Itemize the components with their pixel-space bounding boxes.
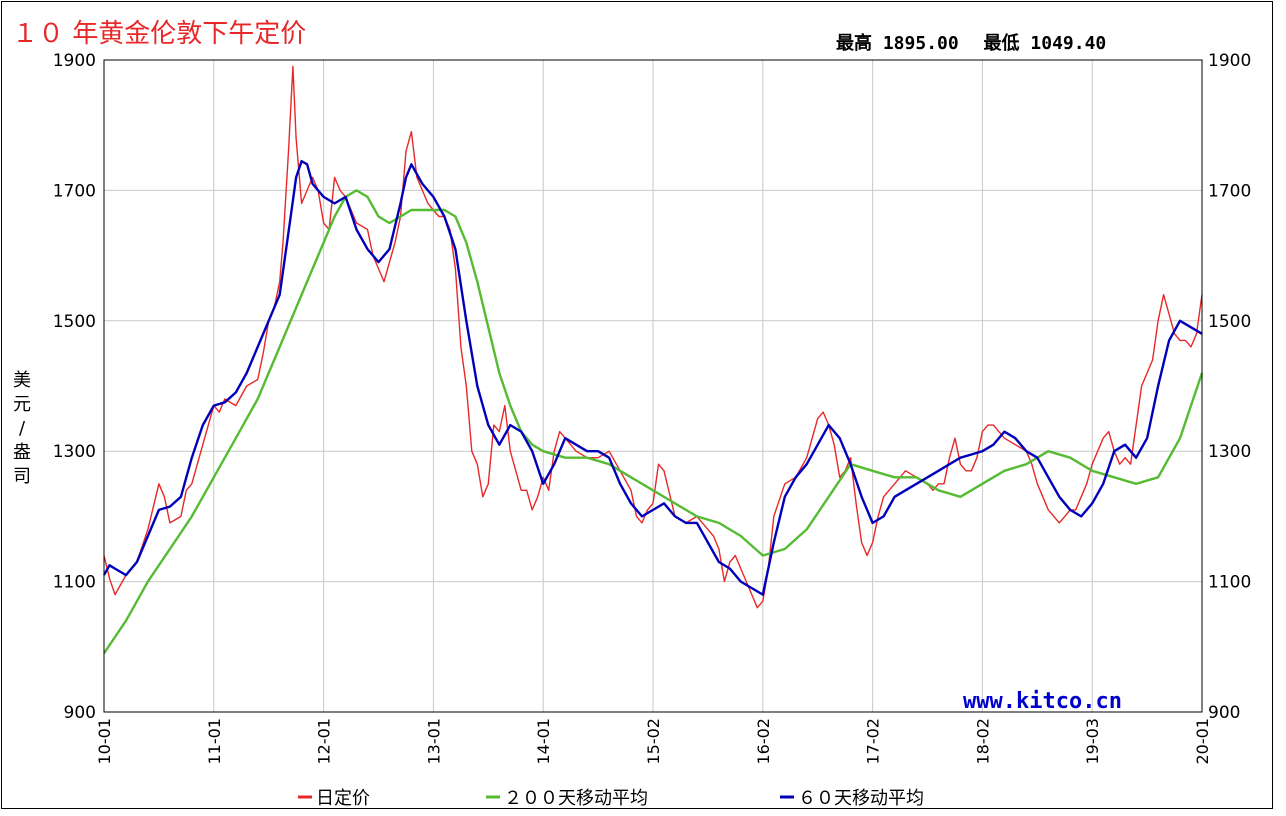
x-axis: 10-01 11-01 12-01 13-01 14-01 15-02 16-02 17-02… <box>95 718 1212 765</box>
legend-label: ６０天移动平均 <box>798 788 924 809</box>
y-tick-label-right: 1500 <box>1208 312 1251 332</box>
chart-title: １０ 年黄金伦敦下午定价 <box>12 19 306 49</box>
x-tick-label: 18-02 <box>973 718 992 765</box>
legend-label: ２００天移动平均 <box>504 788 648 809</box>
y-axis-right: 1900 1700 1500 1300 1100 900 <box>1208 51 1251 723</box>
y-tick-label-right: 1700 <box>1208 181 1251 201</box>
watermark: www.kitco.cn <box>963 689 1122 714</box>
y-axis-label-char: / <box>19 418 26 439</box>
grid-lines <box>103 59 1203 713</box>
plot-area-border <box>103 59 1203 713</box>
high-value: 1895.00 <box>883 33 959 54</box>
legend: 日定价 ２００天移动平均 ６０天移动平均 <box>298 788 924 809</box>
y-tick-label-left: 1500 <box>53 312 96 332</box>
low-label: 最低 <box>984 32 1020 54</box>
high-label: 最高 <box>836 32 872 54</box>
y-tick-label-right: 1100 <box>1208 573 1251 593</box>
y-tick-label-right: 1300 <box>1208 442 1251 462</box>
series-line-daily <box>103 65 1203 609</box>
x-tick-label: 11-01 <box>205 718 224 765</box>
y-tick-label-left: 1100 <box>53 573 96 593</box>
series-line-ma60 <box>102 159 1203 596</box>
y-tick-label-right: 1900 <box>1208 51 1251 71</box>
y-axis-label-char: 司 <box>13 466 31 487</box>
y-tick-label-left: 900 <box>64 703 96 723</box>
x-tick-label: 19-03 <box>1083 718 1102 765</box>
series-layer <box>102 65 1204 654</box>
series-line-ma200 <box>103 189 1204 654</box>
y-axis-label-char: 盎 <box>13 442 31 463</box>
x-tick-label: 17-02 <box>864 718 883 765</box>
x-tick-label: 15-02 <box>644 718 663 765</box>
y-tick-label-left: 1300 <box>53 442 96 462</box>
y-tick-label-right: 900 <box>1208 703 1240 723</box>
x-tick-label: 12-01 <box>315 718 334 765</box>
y-axis-label: 美元 / 盎司 <box>13 370 31 487</box>
x-tick-label: 10-01 <box>95 718 114 765</box>
stats-box: 最高 1895.00 最低 1049.40 <box>836 32 1106 54</box>
legend-label: 日定价 <box>316 788 370 809</box>
y-tick-label-left: 1900 <box>53 51 96 71</box>
x-tick-label: 13-01 <box>424 718 443 765</box>
svg-text:最高 1895.00 最低: 最高 1895.00 最低 1049.40 <box>836 32 1106 54</box>
low-value: 1049.40 <box>1030 33 1106 54</box>
x-tick-label: 14-01 <box>534 718 553 765</box>
y-axis-label-char: 美 <box>13 370 31 391</box>
y-tick-label-left: 1700 <box>53 181 96 201</box>
y-axis-label-char: 元 <box>13 394 31 415</box>
x-tick-label: 20-01 <box>1193 718 1212 765</box>
y-axis-left: 1900 1700 1500 1300 1100 900 <box>53 51 96 723</box>
x-tick-label: 16-02 <box>754 718 773 765</box>
